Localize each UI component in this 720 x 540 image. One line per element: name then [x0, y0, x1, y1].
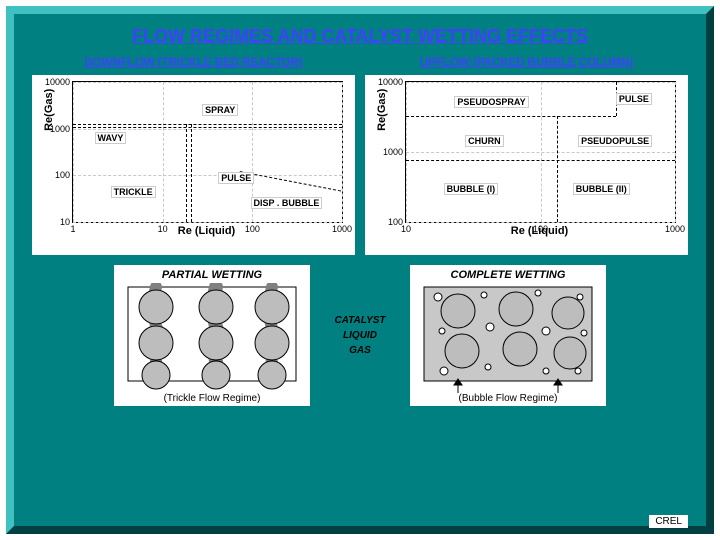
xtick: 1000	[665, 222, 685, 234]
left-xlabel: Re (Liquid)	[64, 225, 349, 237]
complete-wetting-title: COMPLETE WETTING	[418, 269, 598, 281]
left-chart-wrap: Re(Gas) 101001000100001101001000SPRAYWAV…	[32, 75, 355, 255]
charts-row: DOWNFLOW (TRICKLE BED REACTOR) Re(Gas) 1…	[32, 57, 688, 255]
region-label: BUBBLE (II)	[573, 183, 630, 195]
right-subtitle: UPFLOW (PACKED BUBBLE COLUMN)	[365, 57, 688, 69]
region-label: CHURN	[465, 135, 504, 147]
partial-wetting-title: PARTIAL WETTING	[122, 269, 302, 281]
xtick: 1000	[332, 222, 352, 234]
xtick: 100	[533, 222, 548, 234]
ytick: 1000	[383, 147, 406, 157]
left-chart: Re(Gas) 101001000100001101001000SPRAYWAV…	[72, 81, 343, 223]
page-title: FLOW REGIMES AND CATALYST WETTING EFFECT…	[32, 26, 688, 47]
region-label: DISP . BUBBLE	[251, 197, 323, 209]
trickle-diagram	[122, 283, 302, 393]
label-gas: GAS	[322, 345, 398, 356]
slide: FLOW REGIMES AND CATALYST WETTING EFFECT…	[6, 6, 714, 534]
region-label: SPRAY	[202, 104, 238, 116]
xtick: 100	[245, 222, 260, 234]
label-liquid: LIQUID	[322, 330, 398, 341]
wetting-row: PARTIAL WETTING (Trickle Flow Regime) CA…	[32, 265, 688, 406]
complete-wetting-panel: COMPLETE WETTING	[410, 265, 606, 406]
region-label: BUBBLE (I)	[444, 183, 499, 195]
wetting-center-labels: CATALYST LIQUID GAS	[322, 265, 398, 406]
region-label: PULSE	[616, 93, 652, 105]
ytick: 10000	[378, 77, 406, 87]
region-label: PULSE	[218, 172, 254, 184]
ytick: 10000	[45, 77, 73, 87]
xtick: 1	[70, 222, 75, 234]
right-ylabel: Re(Gas)	[376, 89, 388, 131]
right-column: UPFLOW (PACKED BUBBLE COLUMN) Re(Gas) 10…	[365, 57, 688, 255]
footer-label: CREL	[649, 515, 688, 528]
left-subtitle: DOWNFLOW (TRICKLE BED REACTOR)	[32, 57, 355, 69]
ytick: 1000	[50, 124, 73, 134]
complete-wetting-caption: (Bubble Flow Regime)	[418, 393, 598, 404]
xtick: 10	[158, 222, 168, 234]
region-label: PSEUDOSPRAY	[454, 96, 528, 108]
partial-wetting-panel: PARTIAL WETTING (Trickle Flow Regime)	[114, 265, 310, 406]
xtick: 10	[401, 222, 411, 234]
bubble-diagram	[418, 283, 598, 393]
label-catalyst: CATALYST	[322, 315, 398, 326]
right-chart: Re(Gas) 100100010000101001000PSEUDOSPRAY…	[405, 81, 676, 223]
ytick: 100	[55, 170, 73, 180]
partial-wetting-caption: (Trickle Flow Regime)	[122, 393, 302, 404]
region-label: TRICKLE	[111, 186, 156, 198]
region-label: WAVY	[95, 132, 127, 144]
region-label: PSEUDOPULSE	[578, 135, 652, 147]
right-chart-wrap: Re(Gas) 100100010000101001000PSEUDOSPRAY…	[365, 75, 688, 255]
left-column: DOWNFLOW (TRICKLE BED REACTOR) Re(Gas) 1…	[32, 57, 355, 255]
